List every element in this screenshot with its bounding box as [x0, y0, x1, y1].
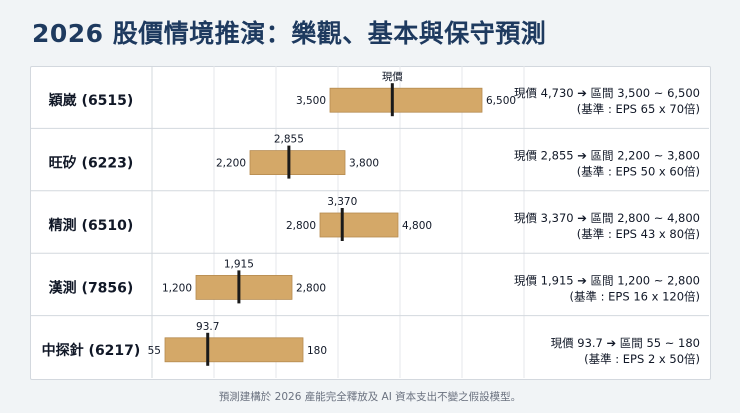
basis-note: (基準 : EPS 65 x 70倍) — [577, 102, 700, 116]
low-value-label: 55 — [148, 345, 161, 357]
current-value-label: 3,370 — [327, 196, 357, 208]
row-label: 旺矽 (6223) — [49, 155, 134, 172]
range-bar — [164, 337, 304, 363]
current-value-label: 93.7 — [196, 321, 219, 333]
page-title: 2026 股價情境推演：樂觀、基本與保守預測 — [32, 19, 547, 48]
basis-note: (基準 : EPS 16 x 120倍) — [569, 289, 700, 303]
range-note: 現價 3,370 ➔ 區間 2,800 ~ 4,800 — [514, 211, 700, 225]
range-note: 現價 4,730 ➔ 區間 3,500 ~ 6,500 — [514, 86, 700, 100]
current-value-label: 2,855 — [274, 134, 304, 146]
range-note: 現價 1,915 ➔ 區間 1,200 ~ 2,800 — [514, 273, 700, 287]
range-note: 現價 93.7 ➔ 區間 55 ~ 180 — [551, 336, 700, 350]
current-value-label: 現價 — [382, 70, 403, 83]
row-label: 中探針 (6217) — [42, 342, 141, 359]
current-value-label: 1,915 — [224, 258, 254, 270]
basis-note: (基準 : EPS 43 x 80倍) — [577, 227, 700, 241]
range-bar — [249, 150, 346, 176]
row-label: 穎崴 (6515) — [49, 92, 134, 109]
footnote: 預測建構於 2026 產能完全釋放及 AI 資本支出不變之假設模型。 — [218, 391, 522, 403]
low-value-label: 1,200 — [162, 282, 192, 294]
basis-note: (基準 : EPS 50 x 60倍) — [577, 165, 700, 179]
high-value-label: 4,800 — [402, 220, 432, 232]
low-value-label: 3,500 — [296, 95, 326, 107]
basis-note: (基準 : EPS 2 x 50倍) — [584, 352, 700, 366]
range-bar — [319, 212, 399, 238]
high-value-label: 3,800 — [349, 158, 379, 170]
high-value-label: 6,500 — [486, 95, 516, 107]
range-bar — [195, 274, 293, 300]
range-bar — [329, 87, 483, 113]
range-note: 現價 2,855 ➔ 區間 2,200 ~ 3,800 — [514, 149, 700, 163]
high-value-label: 180 — [307, 345, 327, 357]
high-value-label: 2,800 — [296, 282, 326, 294]
row-label: 精測 (6510) — [49, 217, 134, 234]
low-value-label: 2,800 — [286, 220, 316, 232]
low-value-label: 2,200 — [216, 158, 246, 170]
row-label: 漢測 (7856) — [49, 279, 134, 296]
